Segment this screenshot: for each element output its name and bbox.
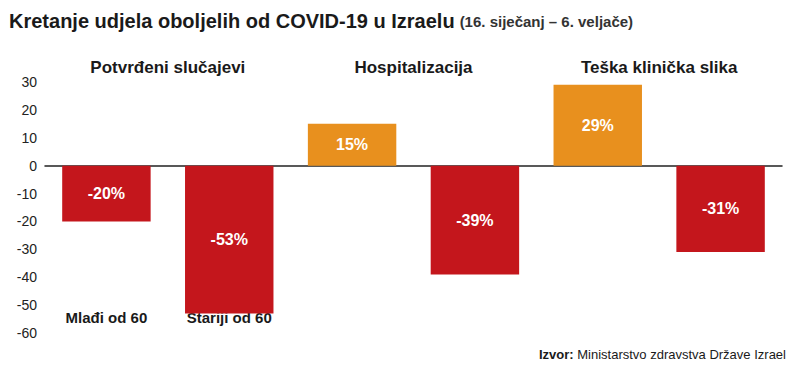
svg-text:-53%: -53%	[211, 231, 248, 248]
svg-text:20: 20	[21, 102, 37, 118]
svg-text:-39%: -39%	[456, 212, 493, 229]
svg-text:Potvrđeni slučajevi: Potvrđeni slučajevi	[90, 58, 245, 77]
svg-text:0: 0	[29, 158, 37, 174]
svg-text:-60: -60	[17, 325, 37, 341]
svg-text:(16. siječanj – 6. veljače): (16. siječanj – 6. veljače)	[460, 13, 633, 30]
svg-text:10: 10	[21, 130, 37, 146]
svg-text:-31%: -31%	[702, 200, 739, 217]
svg-text:-50: -50	[17, 297, 37, 313]
svg-text:-20: -20	[17, 213, 37, 229]
svg-text:Izvor:: Izvor:	[539, 347, 574, 362]
svg-text:-20%: -20%	[88, 185, 125, 202]
svg-text:Teška klinička slika: Teška klinička slika	[581, 58, 738, 77]
svg-text:-40: -40	[17, 269, 37, 285]
svg-text:15%: 15%	[336, 136, 368, 153]
svg-text:30: 30	[21, 74, 37, 90]
svg-text:-30: -30	[17, 241, 37, 257]
svg-text:Kretanje udjela oboljelih od C: Kretanje udjela oboljelih od COVID-19 u …	[9, 10, 455, 32]
svg-text:Ministarstvo zdravstva Države: Ministarstvo zdravstva Države Izrael	[574, 347, 787, 362]
svg-text:Stariji od 60: Stariji od 60	[186, 309, 272, 326]
svg-text:Mlađi od 60: Mlađi od 60	[66, 309, 148, 326]
svg-text:29%: 29%	[582, 117, 614, 134]
svg-text:-10: -10	[17, 186, 37, 202]
svg-text:Hospitalizacija: Hospitalizacija	[354, 58, 473, 77]
